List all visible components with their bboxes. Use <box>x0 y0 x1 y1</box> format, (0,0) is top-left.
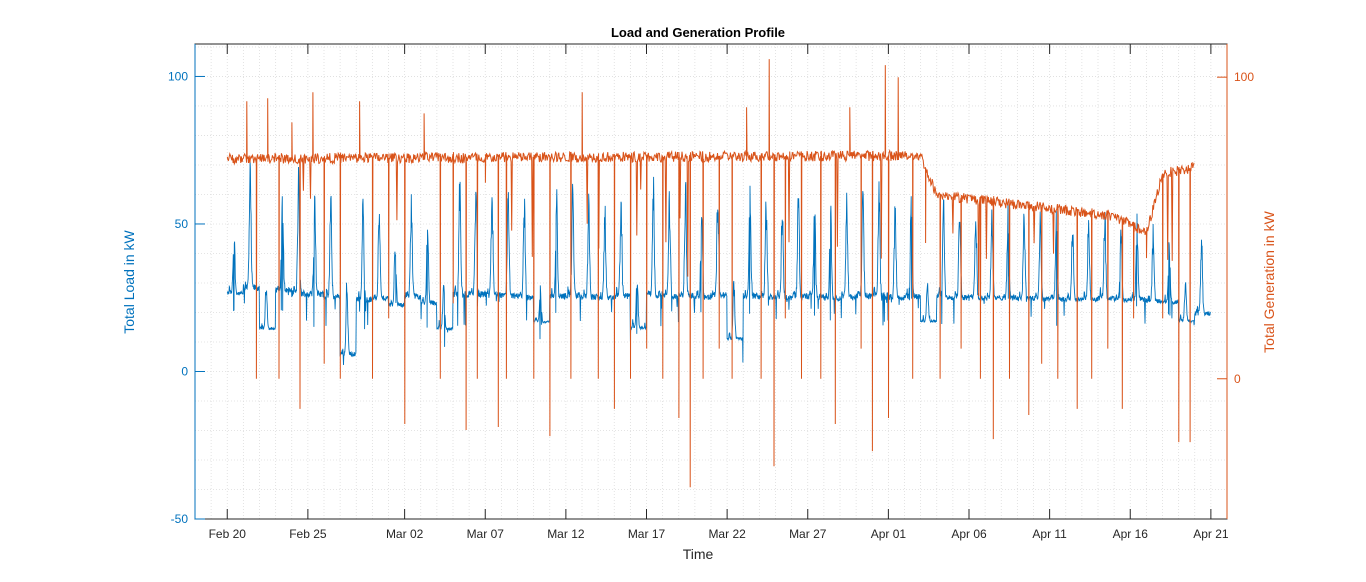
y-left-tick-label: -50 <box>171 512 189 526</box>
y-right-tick-label: 100 <box>1234 70 1254 84</box>
y-left-tick-label: 0 <box>181 364 188 378</box>
x-tick-label: Mar 22 <box>708 527 746 541</box>
tick-labels: Feb 20 Feb 25 Mar 02 Mar 07 Mar 12 Mar 17 Mar … <box>168 69 1254 541</box>
minor-grid <box>194 44 1228 520</box>
x-tick-label: Apr 06 <box>951 527 987 541</box>
y-axis-label-right: Total Generation in kW <box>1261 210 1277 352</box>
plot-area <box>226 59 1211 488</box>
x-tick-label: Feb 25 <box>289 527 327 541</box>
y-left-tick-label: 50 <box>175 217 189 231</box>
chart-title: Load and Generation Profile <box>611 25 785 40</box>
x-tick-label: Mar 07 <box>467 527 505 541</box>
x-tick-label: Apr 11 <box>1032 527 1067 541</box>
x-axis-label: Time <box>683 546 714 562</box>
x-tick-label: Mar 17 <box>628 527 666 541</box>
x-tick-label: Apr 01 <box>871 527 907 541</box>
y-right-tick-label: 0 <box>1234 372 1241 386</box>
y-left-tick-label: 100 <box>168 69 188 83</box>
y-axis-label-left: Total Load in kW <box>121 229 137 333</box>
x-tick-label: Feb 20 <box>209 527 247 541</box>
x-tick-label: Apr 21 <box>1193 527 1229 541</box>
series-line-generation <box>226 59 1195 488</box>
x-tick-label: Mar 27 <box>789 527 827 541</box>
tick-marks <box>194 44 1228 520</box>
x-tick-label: Apr 16 <box>1113 527 1149 541</box>
x-tick-label: Mar 02 <box>386 527 424 541</box>
x-tick-label: Mar 12 <box>547 527 585 541</box>
